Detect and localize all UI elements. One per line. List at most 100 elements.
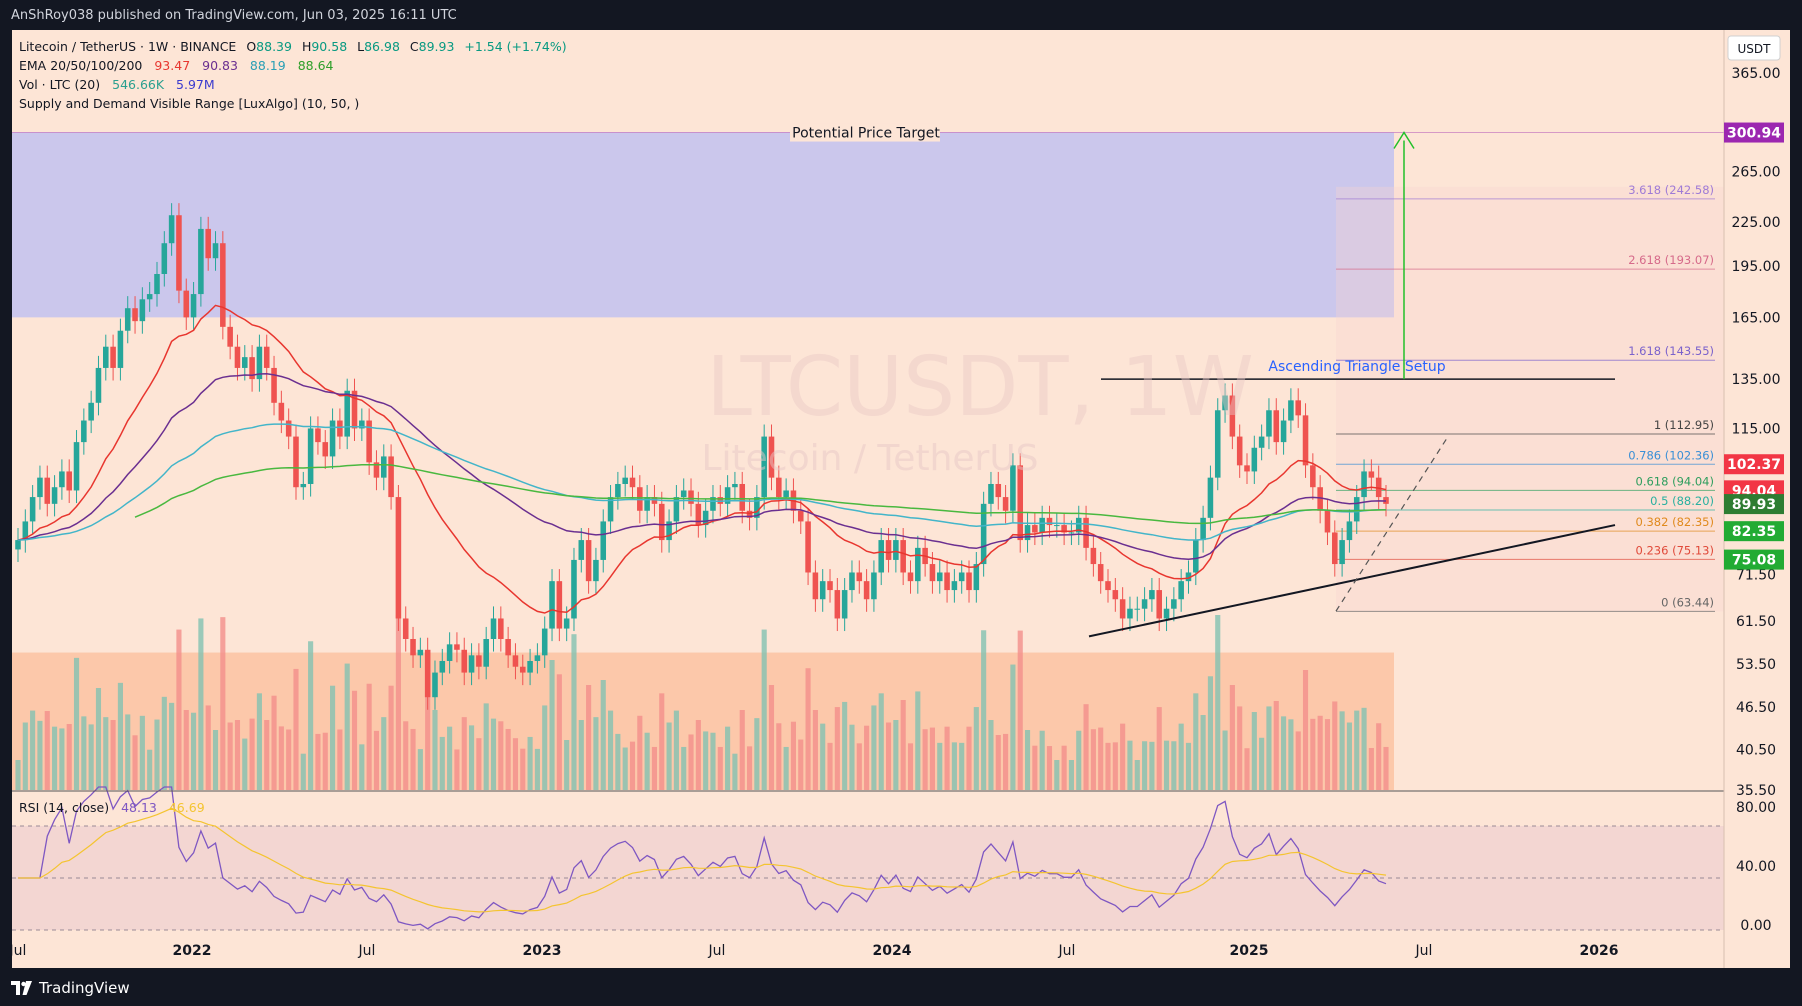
volume-bar-80 xyxy=(600,680,606,790)
volume-bar-132 xyxy=(981,630,987,790)
volume-bar-178 xyxy=(1317,715,1323,790)
tradingview-logo[interactable]: TradingView xyxy=(11,979,130,997)
candle-body-172 xyxy=(1273,410,1280,443)
volume-bar-21 xyxy=(169,702,175,790)
candle-body-185 xyxy=(1368,471,1375,478)
candle-body-164 xyxy=(1214,410,1221,478)
candle-body-61 xyxy=(461,649,468,673)
y-tick-61.50: 61.50 xyxy=(1736,614,1776,630)
volume-bar-110 xyxy=(820,723,826,790)
candle-body-112 xyxy=(834,590,841,619)
candle-body-60 xyxy=(454,644,460,650)
volume-bar-67 xyxy=(505,728,511,790)
candle-body-116 xyxy=(863,581,870,600)
candle-body-86 xyxy=(644,497,650,511)
volume-bar-48 xyxy=(366,683,372,790)
candle-body-26 xyxy=(205,228,211,259)
candle-body-122 xyxy=(907,572,914,582)
drawings-layer: Potential Price Target Ascending Triangle… xyxy=(12,123,1724,638)
candle-body-170 xyxy=(1258,436,1265,448)
volume-bar-172 xyxy=(1273,700,1279,790)
volume-bar-82 xyxy=(615,733,621,790)
volume-bar-107 xyxy=(798,739,804,790)
volume-bar-59 xyxy=(447,726,453,790)
volume-bar-97 xyxy=(725,726,731,790)
candle-body-91 xyxy=(680,490,687,498)
x-tick-1: 2022 xyxy=(173,943,212,959)
volume-bar-112 xyxy=(834,707,840,790)
volume-bar-5 xyxy=(52,726,58,790)
candle-body-182 xyxy=(1346,521,1353,541)
volume-bar-85 xyxy=(637,715,643,790)
volume-bar-39 xyxy=(300,753,306,790)
volume-bar-49 xyxy=(373,730,380,790)
volume-bar-175 xyxy=(1295,731,1301,790)
price-axis[interactable]: 80.00 40.00 0.00 365.00 265.00 225.00 195.00 16… xyxy=(1732,66,1781,934)
legend-symbol: Litecoin / TetherUS · 1W · BINANCE xyxy=(19,39,236,54)
legend-ema50: 90.83 xyxy=(202,58,238,73)
candle-body-126 xyxy=(936,572,943,582)
ema100-line xyxy=(17,423,1387,541)
volume-bar-2 xyxy=(30,710,36,790)
volume-bar-165 xyxy=(1222,730,1228,790)
legend-close: 89.93 xyxy=(419,39,455,54)
volume-bar-63 xyxy=(476,738,482,790)
x-tick-6: Jul xyxy=(1058,943,1076,959)
y-tick-35.50: 35.50 xyxy=(1736,783,1776,799)
candle-body-169 xyxy=(1251,447,1258,472)
candle-body-2 xyxy=(29,497,36,522)
volume-bar-3 xyxy=(37,720,43,790)
legend-ema-label: EMA 20/50/100/200 xyxy=(19,58,142,73)
target-arrow-head xyxy=(1393,131,1415,149)
volume-bar-100 xyxy=(746,746,753,790)
projection-dashed xyxy=(1335,436,1449,612)
candle-body-101 xyxy=(754,497,760,518)
x-tick-4: Jul xyxy=(708,943,726,959)
volume-bar-140 xyxy=(1039,730,1045,790)
y-tick-365.00: 365.00 xyxy=(1732,66,1781,82)
legend-ema-line: EMA 20/50/100/200 93.47 90.83 88.19 88.6… xyxy=(19,58,334,73)
volume-bar-98 xyxy=(732,753,738,790)
candle-body-0 xyxy=(15,540,21,550)
legend-vol-2: 5.97M xyxy=(176,77,215,92)
candle-body-59 xyxy=(446,644,453,661)
volume-bar-105 xyxy=(783,746,789,790)
candle-body-159 xyxy=(1178,581,1184,600)
volume-bar-16 xyxy=(132,735,138,790)
volume-bar-79 xyxy=(593,717,599,790)
candle-body-143 xyxy=(1061,525,1067,533)
time-axis[interactable]: Jul 2022 Jul 2023 Jul 2024 Jul 2025 Jul 2026 xyxy=(9,943,1619,959)
footer-brand: TradingView xyxy=(39,979,130,997)
candle-body-84 xyxy=(629,477,636,488)
legend-vol-label: Vol · LTC (20) xyxy=(19,77,100,92)
candle-body-105 xyxy=(783,490,789,498)
volume-bar-56 xyxy=(425,674,431,790)
y-tick-40.50: 40.50 xyxy=(1736,742,1776,758)
volume-bar-129 xyxy=(959,742,965,790)
candle-body-166 xyxy=(1229,395,1236,437)
candle-body-44 xyxy=(337,420,343,437)
candle-body-62 xyxy=(468,655,475,673)
chart-canvas[interactable]: 3.618 (242.58) 2.618 (193.07) 1.618 (143.5… xyxy=(0,30,1802,968)
candle-body-92 xyxy=(688,490,694,504)
volume-bar-183 xyxy=(1354,710,1360,790)
target-label: Potential Price Target xyxy=(792,126,940,142)
volume-bar-36 xyxy=(278,726,284,790)
fib-label-5: 0.618 (94.04) xyxy=(1636,474,1714,488)
volume-bar-148 xyxy=(1098,727,1104,790)
candle-body-184 xyxy=(1361,471,1367,498)
volume-bar-143 xyxy=(1061,745,1067,790)
candle-body-68 xyxy=(512,655,519,667)
currency-box[interactable] xyxy=(1727,35,1781,61)
fib-label-9: 0 (63.44) xyxy=(1661,595,1714,609)
candle-body-31 xyxy=(242,357,248,368)
candle-body-125 xyxy=(929,564,936,582)
x-tick-3: 2023 xyxy=(523,943,562,959)
candle-body-40 xyxy=(307,428,314,484)
volume-bar-111 xyxy=(827,742,833,790)
ema200-line xyxy=(134,463,1387,525)
candle-body-97 xyxy=(724,487,731,504)
candle-body-79 xyxy=(593,559,599,582)
volume-bar-150 xyxy=(1112,742,1118,790)
volume-bar-121 xyxy=(900,700,906,790)
